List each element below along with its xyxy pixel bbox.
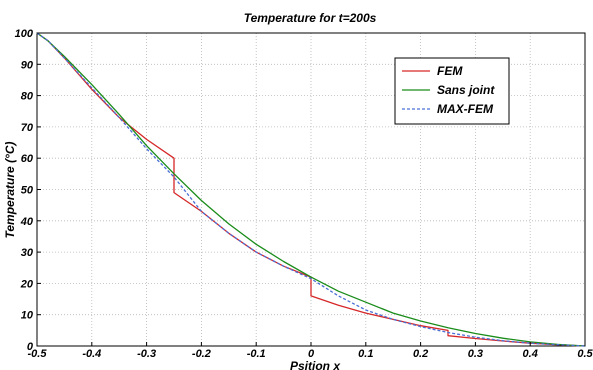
- legend-box: [394, 57, 510, 125]
- x-tick-label: 0.4: [523, 348, 538, 360]
- axis-ticks: -0.5 -0.4 -0.3 -0.2 -0.1 0 0.1 0.2 0.3 0.4 0.5 0 10 2…: [15, 28, 593, 360]
- y-tick-label: 50: [21, 185, 34, 197]
- x-tick-label: -0.4: [82, 348, 101, 360]
- chart-title: Temperature for t=200s: [244, 11, 377, 25]
- series-line-max-fem: [36, 32, 586, 347]
- y-tick-label: 10: [21, 310, 34, 322]
- x-tick-label: -0.1: [247, 348, 266, 360]
- x-tick-label: 0.5: [577, 348, 593, 360]
- series-line-sans-joint: [36, 32, 586, 347]
- y-axis-label: Temperature (°C): [3, 141, 17, 238]
- series-layer: [36, 32, 586, 347]
- x-tick-label: 0.1: [358, 348, 373, 360]
- y-tick-label: 90: [21, 59, 34, 71]
- legend: FEM Sans joint MAX-FEM: [394, 57, 510, 125]
- x-tick-label: -0.5: [28, 348, 48, 360]
- x-axis-label: Psition x: [290, 359, 341, 370]
- y-tick-label: 20: [20, 278, 34, 290]
- y-tick-label: 60: [21, 153, 34, 165]
- x-tick-label: 0.3: [468, 348, 483, 360]
- y-tick-label: 70: [21, 122, 34, 134]
- legend-label-max-fem: MAX-FEM: [437, 102, 494, 116]
- y-tick-label: 80: [21, 91, 34, 103]
- y-tick-label: 100: [15, 28, 34, 40]
- legend-label-sans-joint: Sans joint: [437, 83, 495, 97]
- x-tick-label: -0.3: [137, 348, 156, 360]
- x-tick-label: -0.2: [192, 348, 211, 360]
- x-tick-label: 0.2: [413, 348, 428, 360]
- y-tick-label: 30: [21, 247, 34, 259]
- legend-label-fem: FEM: [437, 64, 463, 78]
- y-tick-label: 0: [27, 341, 34, 353]
- y-tick-label: 40: [20, 216, 34, 228]
- x-tick-label: 0: [308, 348, 315, 360]
